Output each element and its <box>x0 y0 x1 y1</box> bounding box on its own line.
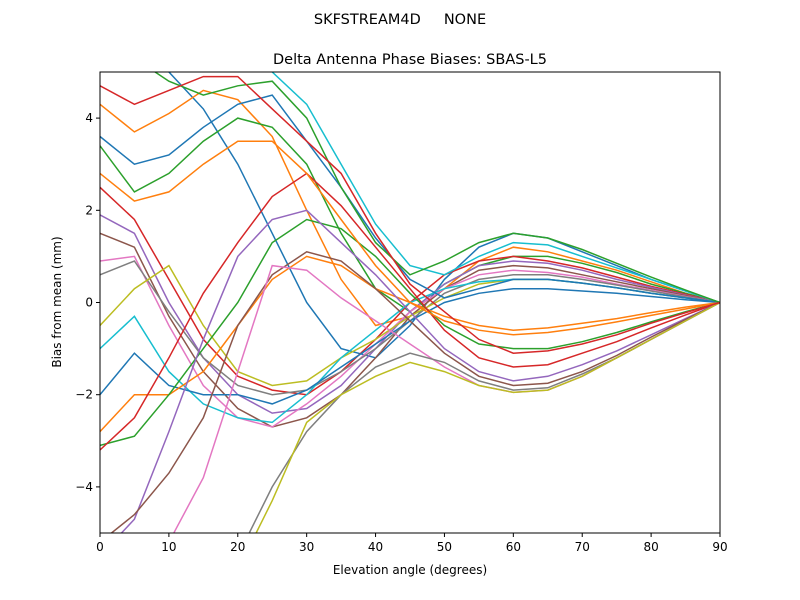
series-line-13 <box>100 218 720 447</box>
series-line-15 <box>120 209 720 533</box>
x-tick-label: 20 <box>230 540 245 554</box>
series-line-24 <box>100 75 720 354</box>
x-tick-label: 40 <box>368 540 383 554</box>
series-line-18 <box>248 301 720 533</box>
series-line-1 <box>167 72 720 359</box>
x-axis: 0 10 20 30 40 50 60 70 80 90 <box>96 533 728 554</box>
x-axis-label: Elevation angle (degrees) <box>333 563 487 577</box>
series-line-22 <box>100 140 720 336</box>
x-tick-label: 0 <box>96 540 104 554</box>
y-axis-label: Bias from mean (mm) <box>50 236 64 367</box>
figure-suptitle: SKFSTREAM4D NONE <box>314 12 486 28</box>
y-tick-label: 4 <box>85 111 93 125</box>
series-lines <box>100 72 720 533</box>
series-line-20 <box>270 72 720 304</box>
x-tick-label: 70 <box>575 540 590 554</box>
x-tick-label: 80 <box>643 540 658 554</box>
series-line-6 <box>100 232 720 428</box>
y-tick-label: 0 <box>85 296 93 310</box>
series-line-14 <box>100 172 720 451</box>
y-tick-label: −2 <box>75 388 93 402</box>
series-line-10 <box>100 278 720 424</box>
chart-title: Delta Antenna Phase Biases: SBAS-L5 <box>273 52 547 68</box>
series-line-2 <box>100 89 720 327</box>
x-tick-label: 10 <box>161 540 176 554</box>
x-tick-label: 60 <box>506 540 521 554</box>
series-line-3 <box>100 117 720 313</box>
series-line-21 <box>100 94 720 304</box>
y-tick-label: −4 <box>75 480 93 494</box>
series-line-23 <box>153 72 720 304</box>
x-tick-label: 90 <box>712 540 727 554</box>
series-line-16 <box>110 250 720 533</box>
x-tick-label: 30 <box>299 540 314 554</box>
x-tick-label: 50 <box>437 540 452 554</box>
series-line-19 <box>255 301 720 533</box>
y-tick-label: 2 <box>85 203 93 217</box>
y-axis: −4 −2 0 2 4 <box>75 111 100 494</box>
